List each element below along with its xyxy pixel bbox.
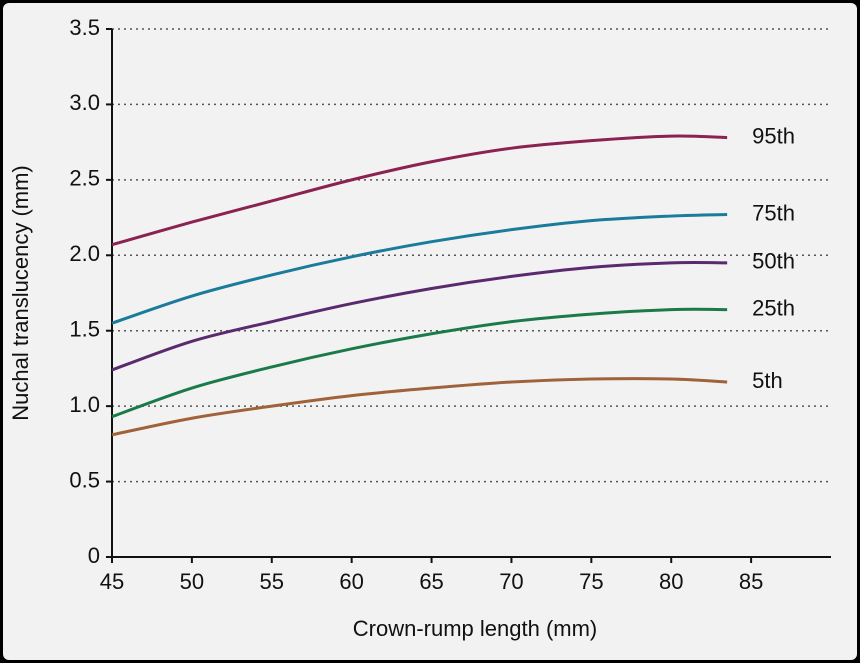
- series-label: 50th: [752, 249, 795, 274]
- series-line: [111, 307, 728, 419]
- y-tick-label: 0.5: [69, 467, 100, 492]
- y-tick-label: 3.5: [69, 15, 100, 40]
- y-tick-label: 2.0: [69, 241, 100, 266]
- y-tick-label: 1.0: [69, 392, 100, 417]
- series-label: 95th: [752, 123, 795, 148]
- x-tick-label: 55: [260, 569, 284, 594]
- y-tick-label: 2.5: [69, 166, 100, 191]
- series-line: [111, 134, 728, 247]
- series-line: [111, 377, 728, 437]
- x-tick-label: 60: [339, 569, 363, 594]
- y-tick-label: 1.5: [69, 317, 100, 342]
- x-axis-label: Crown-rump length (mm): [353, 616, 598, 641]
- x-tick-label: 45: [100, 569, 124, 594]
- x-tick-label: 65: [419, 569, 443, 594]
- series-line: [111, 213, 728, 325]
- x-tick-label: 70: [499, 569, 523, 594]
- series-line: [111, 260, 728, 372]
- series-label: 5th: [752, 368, 783, 393]
- x-tick-label: 75: [579, 569, 603, 594]
- y-axis-label: Nuchal translucency (mm): [8, 165, 33, 421]
- chart-background: [3, 3, 857, 660]
- y-tick-label: 3.0: [69, 90, 100, 115]
- x-tick-label: 50: [180, 569, 204, 594]
- series-label: 75th: [752, 200, 795, 225]
- y-tick-label: 0: [88, 543, 100, 568]
- x-tick-label: 80: [659, 569, 683, 594]
- series-label: 25th: [752, 295, 795, 320]
- x-tick-label: 85: [739, 569, 763, 594]
